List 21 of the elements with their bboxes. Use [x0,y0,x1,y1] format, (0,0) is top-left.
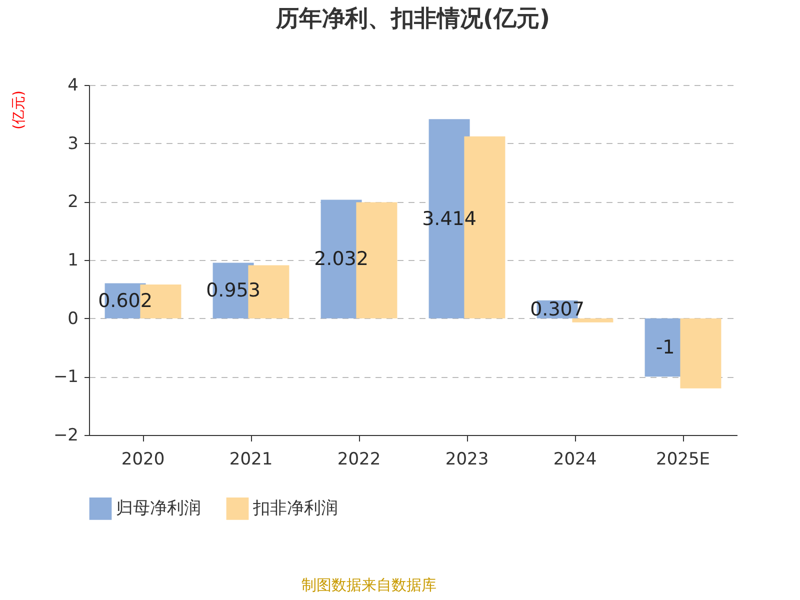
x-tick-label: 2020 [121,450,165,470]
legend-label: 扣非净利润 [252,498,338,519]
legend-label: 归母净利润 [116,498,201,519]
y-axis-title: (亿元) [11,90,27,130]
bar [680,318,722,388]
x-tick-label: 2025E [656,450,710,470]
x-tick-label: 2022 [337,450,381,470]
y-tick-label: 0 [68,308,78,329]
x-tick-label: 2021 [229,450,273,470]
chart-title: 历年净利、扣非情况(亿元) [274,6,550,32]
y-tick-label: −1 [53,367,78,388]
text: 制图数据来自数据库 [302,576,436,594]
y-tick-label: 2 [68,192,78,212]
y-tick-label: 1 [68,250,78,270]
data-label: -1 [656,336,675,358]
bar [572,318,614,322]
x-tick-label: 2024 [553,450,597,470]
y-tick-label: 4 [68,76,78,96]
y-tick-label: 3 [68,134,78,154]
x-tick-label: 2023 [445,450,489,470]
y-tick-label: −2 [53,426,78,446]
